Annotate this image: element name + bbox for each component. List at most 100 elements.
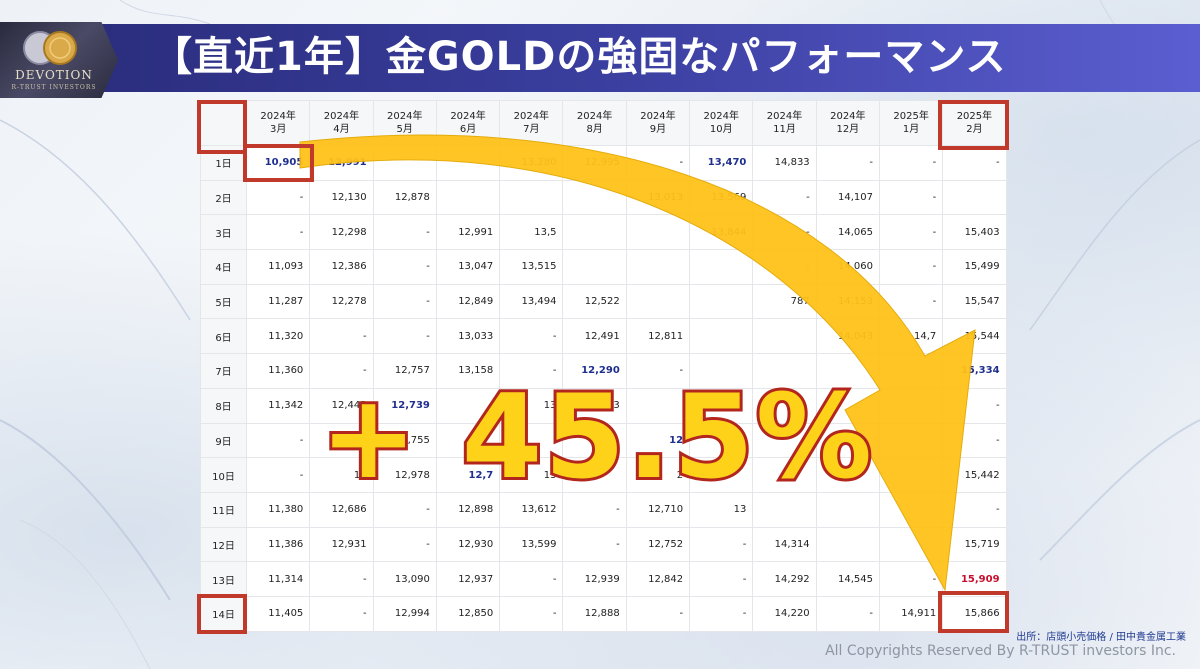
source-note: 出所：店頭小売価格 / 田中貴金属工業 [1016,632,1186,643]
column-header: 2024年 4月 [309,100,374,146]
price-cell: 787 [752,283,817,320]
price-cell: - [372,283,437,320]
price-cell [878,353,944,389]
price-cell: 12,888 [562,595,627,632]
price-cell [689,283,754,320]
growth-callout: + 45.5% [317,367,875,508]
price-cell: - [878,179,944,216]
price-cell: 14,065 [815,214,880,251]
price-cell [562,249,627,285]
price-cell [752,318,817,355]
price-cell: - [499,561,564,597]
price-cell: 12,842 [625,561,691,597]
price-cell: 13,013 [625,179,691,216]
price-cell: 11,380 [245,491,311,528]
price-cell: 15,909 [942,561,1007,597]
price-cell: - [372,249,437,285]
price-cell: - [878,249,944,285]
column-header: 2024年 5月 [372,100,437,146]
row-header-day: 6日 [200,318,247,355]
price-cell: 13,599 [499,526,564,563]
price-cell: 15,442 [942,457,1007,493]
price-cell: - [878,561,944,597]
price-cell: 14,220 [752,595,817,632]
table-row: 5日 11,287 12,278-12,849 13,494 12,522 787 14,1… [200,283,1007,320]
logo-text: DEVOTION [15,68,93,82]
price-cell: 14,833 [752,145,817,181]
price-cell [878,526,944,563]
column-header: 2024年 9月 [625,100,691,146]
price-cell: 12,939 [562,561,627,597]
price-cell: 10,905 [245,145,311,181]
row-header-day: 12日 [200,526,247,563]
price-cell: - [752,249,817,285]
table-row: 1日 10,905 12,991 13,280 12,995-13,470 14,833-… [200,145,1007,181]
price-cell [815,526,880,563]
header-bar [100,24,1200,92]
price-cell: - [625,145,691,181]
row-header-day: 13日 [200,561,247,597]
price-cell: - [499,595,564,632]
price-cell: - [245,179,311,216]
row-header-day: 2日 [200,179,247,216]
price-cell: 11,093 [245,249,311,285]
price-cell: 13,280 [499,145,564,181]
price-cell [878,387,944,424]
gold-price-table: 2024年 3月 2024年 4月 2024年 5月 2024年 6月 2024年 7月 2024年… [200,100,1007,632]
row-header-day: 4日 [200,249,247,285]
price-cell: - [815,595,880,632]
price-cell: 12,849 [435,283,501,320]
price-cell: - [372,214,437,251]
gold-price-table-container: 2024年 3月 2024年 4月 2024年 5月 2024年 6月 2024年 7月 2024年… [200,100,1007,632]
price-cell: - [878,145,944,181]
price-cell: - [815,145,880,181]
price-cell [689,318,754,355]
price-cell: - [499,318,564,355]
table-header-row: 2024年 3月 2024年 4月 2024年 5月 2024年 6月 2024年 7月 2024年… [200,100,1007,146]
column-header: 2024年 10月 [689,100,754,146]
price-cell: 12,991 [309,145,374,181]
row-header-day: 14日 [200,595,247,632]
devotion-logo: DEVOTION R-TRUST INVESTORS [0,22,118,98]
column-header: 2024年 11月 [752,100,817,146]
price-cell: - [942,145,1007,181]
price-cell: 14,292 [752,561,817,597]
price-cell: 13,844 [689,214,754,251]
table-row: 2日 -12,130 12,878 13,013 13,569-14,107- [200,179,1007,216]
copyright-text: All Copyrights Reserved By R-TRUST inves… [825,643,1176,659]
price-cell: - [372,526,437,563]
price-cell: 12,278 [309,283,374,320]
logo-subtext: R-TRUST INVESTORS [11,84,97,91]
table-corner-cell [200,100,247,146]
row-header-day: 3日 [200,214,247,251]
table-row: 3日 -12,298-12,991 13,5 13,844-14,065-15,403 [200,214,1007,251]
price-cell [625,283,691,320]
price-cell: - [752,179,817,216]
price-cell: 12,298 [309,214,374,251]
price-cell: 13,515 [499,249,564,285]
price-cell: - [245,422,311,459]
price-cell: - [245,457,311,493]
price-cell: 12,937 [435,561,501,597]
row-header-day: 7日 [200,353,247,389]
price-cell: 15,866 [942,595,1007,632]
column-header: 2025年 2月 [942,100,1007,146]
table-row: 4日 11,093 12,386-13,047 13,515-14,060-15,49… [200,249,1007,285]
price-cell: - [878,214,944,251]
price-cell [942,179,1007,216]
price-cell: - [689,561,754,597]
price-cell [878,422,944,459]
price-cell: 12,994 [372,595,437,632]
price-cell: 12,991 [435,214,501,251]
price-cell: 13,033 [435,318,501,355]
row-header-day: 8日 [200,387,247,424]
price-cell: - [942,491,1007,528]
price-cell: 14,314 [752,526,817,563]
price-cell [499,179,564,216]
price-cell: 13,494 [499,283,564,320]
price-cell: - [942,387,1007,424]
price-cell: 15,334 [942,353,1007,389]
price-cell: 11,342 [245,387,311,424]
column-header: 2024年 8月 [562,100,627,146]
price-cell [435,145,501,181]
